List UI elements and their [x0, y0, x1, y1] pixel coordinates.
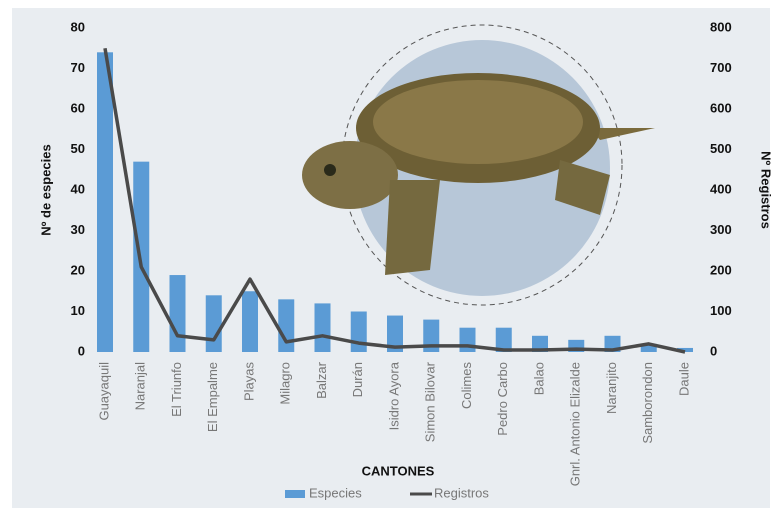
y-tick-label: 50	[71, 141, 85, 156]
x-tick-label: Daule	[676, 362, 691, 396]
y2-tick-label: 100	[710, 303, 732, 318]
x-tick-label: Guayaquil	[96, 362, 111, 421]
x-tick-label: Naranjal	[133, 362, 148, 411]
y-tick-label: 30	[71, 222, 85, 237]
y2-axis-title: Nº Registros	[759, 151, 774, 229]
x-tick-label: Milagro	[278, 362, 293, 405]
bar	[170, 275, 186, 352]
head	[302, 141, 398, 209]
y-tick-label: 70	[71, 60, 85, 75]
y2-tick-label: 500	[710, 141, 732, 156]
y2-tick-label: 200	[710, 262, 732, 277]
y-tick-label: 80	[71, 19, 85, 34]
legend-swatch	[285, 490, 305, 498]
bar	[315, 303, 331, 352]
x-tick-label: Playas	[241, 362, 256, 402]
y2-tick-label: 800	[710, 19, 732, 34]
legend-label: Registros	[434, 485, 489, 500]
y-tick-label: 10	[71, 303, 85, 318]
bar	[206, 295, 222, 352]
legend-label: Especies	[309, 485, 362, 500]
x-tick-label: Isidro Ayora	[386, 361, 401, 430]
bar	[242, 291, 258, 352]
y2-tick-label: 600	[710, 100, 732, 115]
y2-tick-label: 0	[710, 343, 717, 358]
shell-top	[373, 80, 583, 164]
x-tick-label: El Triunfo	[169, 362, 184, 417]
x-tick-label: Balzar	[314, 361, 329, 399]
x-tick-label: Pedro Carbo	[495, 362, 510, 436]
bar	[97, 52, 113, 352]
x-tick-label: Colimes	[459, 362, 474, 409]
bar	[278, 299, 294, 352]
x-tick-label: Gnrl. Antonio Elizalde	[568, 362, 583, 486]
y-tick-label: 20	[71, 262, 85, 277]
y-tick-label: 60	[71, 100, 85, 115]
x-tick-label: Samborondon	[640, 362, 655, 444]
x-tick-label: Durán	[350, 362, 365, 397]
y-tick-label: 0	[78, 343, 85, 358]
y-tick-label: 40	[71, 181, 85, 196]
y-axis-title: Nº de especies	[38, 144, 53, 235]
x-tick-label: Simon Bilovar	[423, 361, 438, 442]
y2-tick-label: 300	[710, 222, 732, 237]
bar	[460, 328, 476, 352]
x-tick-label: El Empalme	[205, 362, 220, 432]
chart: Nº de especies Nº Registros CANTONES 0 10…	[0, 0, 780, 517]
y2-tick-label: 700	[710, 60, 732, 75]
y2-tick-label: 400	[710, 181, 732, 196]
x-axis-title: CANTONES	[362, 463, 435, 478]
x-tick-label: Naranjito	[604, 362, 619, 414]
bar	[351, 312, 367, 353]
x-tick-label: Balao	[531, 362, 546, 395]
eye	[324, 164, 336, 176]
